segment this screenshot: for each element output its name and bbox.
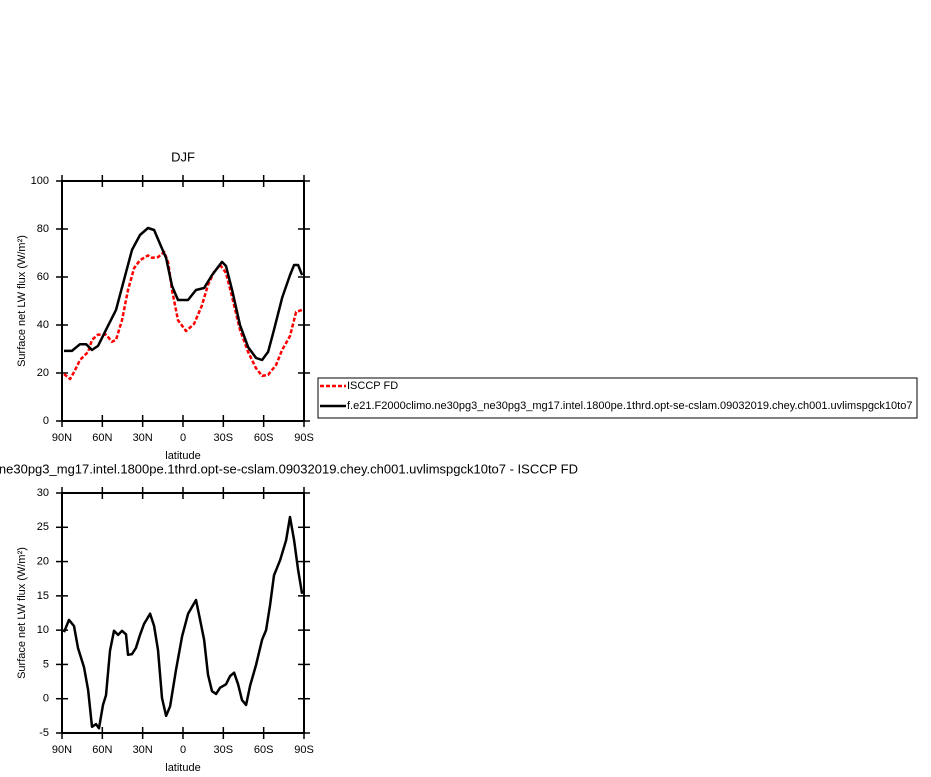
x-tick-label: 30N [133, 744, 153, 756]
legend-label: ISCCP FD [347, 380, 398, 392]
chart-title: DJF [171, 149, 195, 164]
x-tick-label: 90N [52, 744, 72, 756]
x-tick-label: 30N [133, 432, 153, 444]
y-tick-label: 100 [31, 175, 49, 187]
plot-frame [61, 180, 305, 422]
y-axis-label: Surface net LW flux (W/m²) [16, 235, 28, 367]
y-tick-label: 0 [43, 415, 49, 427]
x-tick-label: 90N [52, 432, 72, 444]
y-tick-label: 40 [37, 319, 49, 331]
x-axis-label: latitude [165, 450, 200, 462]
x-tick-label: 30S [214, 744, 234, 756]
x-tick-label: 60S [254, 744, 274, 756]
y-tick-label: 30 [37, 487, 49, 499]
legend: ISCCP FD f.e21.F2000climo.ne30pg3_ne30pg3… [317, 377, 918, 419]
y-tick-label: -5 [39, 727, 49, 739]
series-line [64, 226, 304, 362]
y-tick-label: 60 [37, 271, 49, 283]
y-tick-label: 0 [43, 693, 49, 705]
y-tick-label: 25 [37, 521, 49, 533]
y-tick-label: 80 [37, 223, 49, 235]
x-tick-label: 0 [180, 432, 186, 444]
y-axis-label: Surface net LW flux (W/m²) [16, 547, 28, 679]
legend-label: f.e21.F2000climo.ne30pg3_ne30pg3_mg17.in… [347, 400, 912, 412]
chart-title: f.e21.F2000climo.ne30pg3_ne30pg3_mg17.in… [0, 461, 578, 476]
series-line [62, 515, 304, 730]
series-line [63, 250, 303, 381]
x-tick-label: 60N [92, 744, 112, 756]
x-tick-label: 90S [294, 744, 314, 756]
x-axis-label: latitude [165, 762, 200, 774]
plot-frame [61, 492, 305, 734]
x-tick-label: 60N [92, 432, 112, 444]
y-tick-label: 15 [37, 590, 49, 602]
y-tick-label: 5 [43, 658, 49, 670]
x-tick-label: 60S [254, 432, 274, 444]
x-tick-label: 90S [294, 432, 314, 444]
y-tick-label: 20 [37, 367, 49, 379]
y-tick-label: 20 [37, 555, 49, 567]
x-tick-label: 30S [214, 432, 234, 444]
legend-box [317, 377, 918, 419]
y-tick-label: 10 [37, 624, 49, 636]
x-tick-label: 0 [180, 744, 186, 756]
